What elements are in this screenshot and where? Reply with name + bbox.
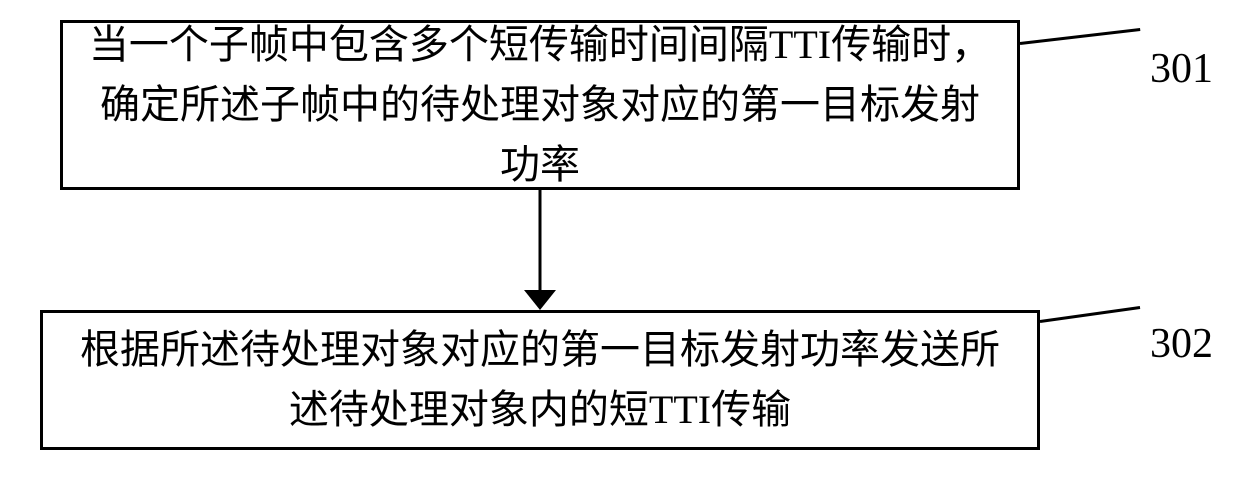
flow-step-text: 根据所述待处理对象对应的第一目标发射功率发送所述待处理对象内的短TTI传输	[63, 320, 1017, 440]
flow-step-text: 当一个子帧中包含多个短传输时间间隔TTI传输时，确定所述子帧中的待处理对象对应的…	[83, 15, 997, 195]
flow-step-n1: 当一个子帧中包含多个短传输时间间隔TTI传输时，确定所述子帧中的待处理对象对应的…	[60, 20, 1020, 190]
flow-arrow	[520, 190, 560, 312]
flow-step-label: 301	[1150, 45, 1213, 93]
leader-line	[1020, 28, 1140, 45]
flow-step-label: 302	[1150, 320, 1213, 368]
flow-step-n2: 根据所述待处理对象对应的第一目标发射功率发送所述待处理对象内的短TTI传输	[40, 310, 1040, 450]
leader-line	[1040, 306, 1140, 323]
